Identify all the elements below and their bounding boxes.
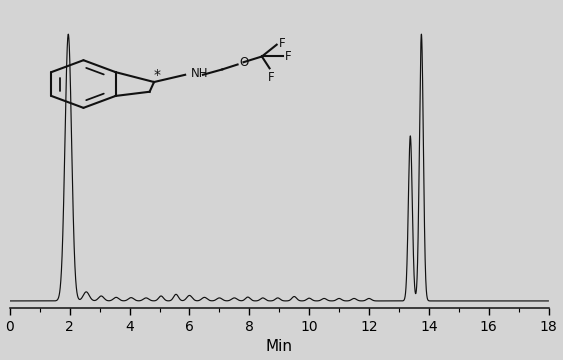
X-axis label: Min: Min [266, 339, 293, 355]
